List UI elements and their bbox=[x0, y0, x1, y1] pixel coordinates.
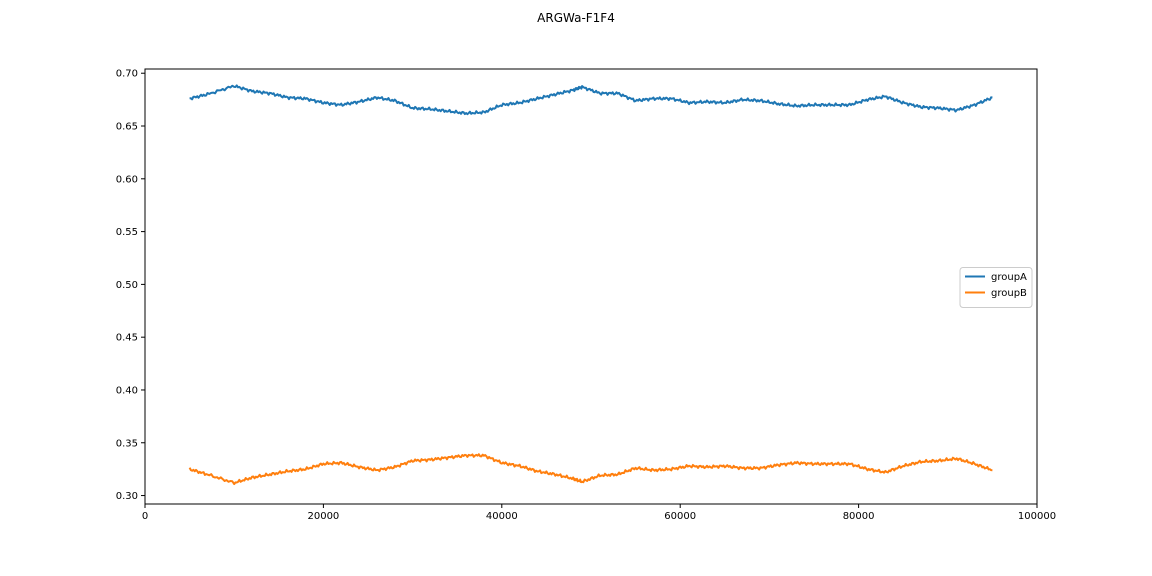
y-tick-label: 0.45 bbox=[116, 333, 138, 344]
x-tick-label: 100000 bbox=[1018, 511, 1056, 522]
y-tick-label: 0.70 bbox=[116, 69, 138, 80]
chart-title: ARGWa-F1F4 bbox=[537, 11, 615, 25]
x-tick-label: 20000 bbox=[307, 511, 339, 522]
series-line-groupA bbox=[189, 84, 993, 116]
y-tick-label: 0.65 bbox=[116, 122, 138, 133]
y-tick-label: 0.55 bbox=[116, 227, 138, 238]
x-tick-label: 80000 bbox=[843, 511, 875, 522]
y-tick-label: 0.60 bbox=[116, 174, 138, 185]
y-tick-label: 0.30 bbox=[116, 491, 138, 502]
plot-area bbox=[145, 69, 1037, 504]
series-line-groupB bbox=[188, 453, 993, 486]
x-tick-label: 40000 bbox=[486, 511, 518, 522]
y-tick-label: 0.35 bbox=[116, 438, 138, 449]
y-tick-label: 0.40 bbox=[116, 385, 138, 396]
y-tick-label: 0.50 bbox=[116, 280, 138, 291]
legend-label: groupB bbox=[991, 288, 1027, 299]
legend: groupA groupB bbox=[959, 267, 1033, 308]
plot-frame bbox=[144, 68, 1038, 505]
series-layer bbox=[188, 84, 993, 486]
y-axis: 0.30 0.35 0.40 0.45 0.50 0.55 0.60 0.65 0.70 bbox=[116, 69, 145, 502]
x-axis: 0 20000 40000 60000 80000 100000 bbox=[142, 504, 1056, 522]
x-tick-label: 60000 bbox=[664, 511, 696, 522]
x-tick-label: 0 bbox=[142, 511, 148, 522]
legend-label: groupA bbox=[991, 272, 1027, 283]
